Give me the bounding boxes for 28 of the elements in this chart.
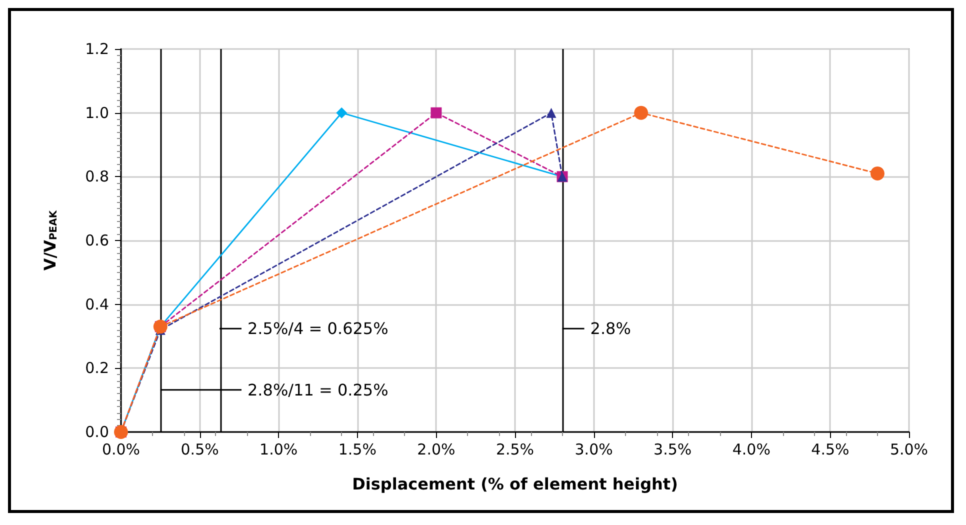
x-tick-label: 4.0% xyxy=(732,440,770,458)
y-tick-label: 0.0 xyxy=(85,423,109,441)
point xyxy=(870,166,884,180)
x-tick-label: 0.0% xyxy=(102,440,140,458)
x-tick-label: 3.5% xyxy=(654,440,692,458)
x-tick-label: 0.5% xyxy=(180,440,219,458)
point xyxy=(546,108,556,118)
y-axis-title: V/VPEAK xyxy=(40,209,60,271)
ref-line-label: 2.8% xyxy=(590,319,631,338)
point xyxy=(634,106,648,120)
x-tick-label: 2.5% xyxy=(496,440,534,458)
point xyxy=(430,107,442,118)
x-tick-label: 2.0% xyxy=(417,440,456,458)
ref-line-label: 2.8%/11 = 0.25% xyxy=(248,380,388,400)
point xyxy=(336,107,348,118)
y-tick-label: 0.4 xyxy=(85,295,109,314)
y-tick-label: 0.2 xyxy=(85,359,109,378)
y-tick-label: 1.2 xyxy=(85,40,109,58)
y-tick-label: 1.0 xyxy=(85,104,109,122)
x-axis-title: Displacement (% of element height) xyxy=(352,474,678,494)
x-tick-label: 1.0% xyxy=(260,440,298,458)
x-tick-label: 1.5% xyxy=(338,440,376,458)
x-tick-label: 5.0% xyxy=(890,440,928,458)
y-tick-label: 0.6 xyxy=(85,232,109,250)
x-tick-label: 4.5% xyxy=(811,440,850,458)
x-tick-label: 3.0% xyxy=(574,440,613,458)
ref-line-label: 2.5%/4 = 0.625% xyxy=(248,319,388,338)
y-tick-label: 0.8 xyxy=(85,168,109,186)
